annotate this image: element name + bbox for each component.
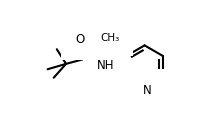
Text: N: N: [143, 84, 152, 97]
Text: CH₃: CH₃: [101, 33, 120, 43]
Text: NH: NH: [97, 59, 115, 72]
Text: O: O: [75, 33, 84, 46]
